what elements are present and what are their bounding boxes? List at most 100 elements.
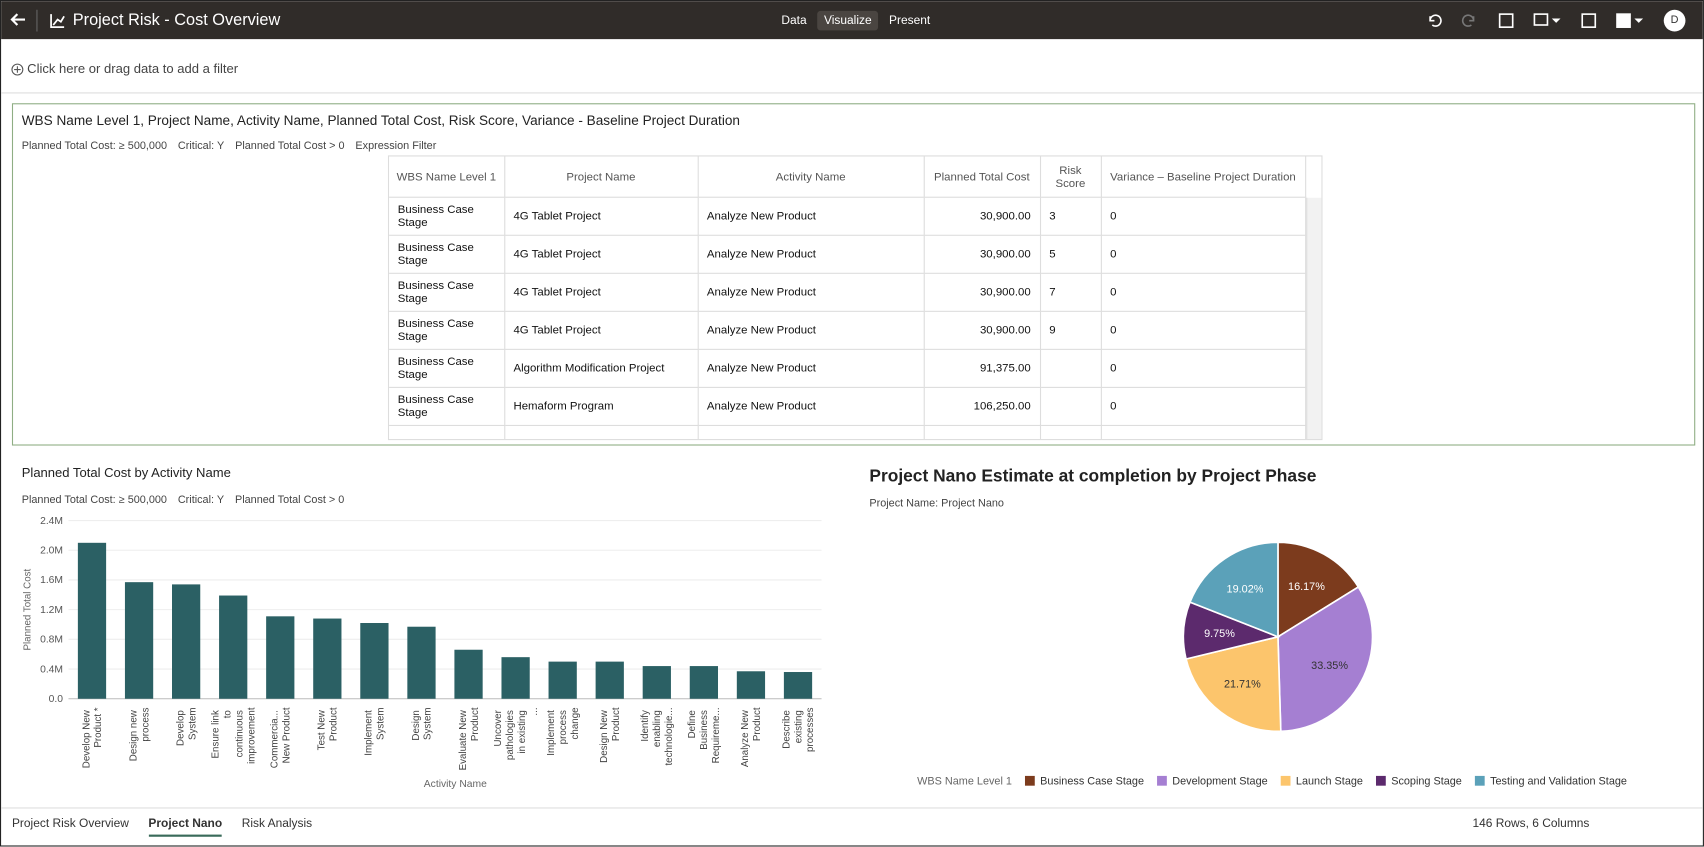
label-line: in existing [517, 707, 528, 753]
refresh[interactable] [1498, 13, 1514, 28]
legend-label: Launch Stage [1296, 776, 1363, 788]
table-row: Business Case Stage 4G Tablet Project Anal… [389, 197, 1306, 236]
x-tick-label: Ensure link to continuous improvement [211, 707, 258, 764]
canvas-tabs: Project Risk Overview Project Nano Risk An… [12, 817, 312, 837]
x-tick-label: Design new process [128, 707, 151, 761]
chart-title: Project Nano Estimate at completion by P… [869, 465, 1316, 485]
add-filter-icon[interactable] [10, 62, 25, 77]
label-line: New Product [282, 707, 293, 763]
table-cell: 7 [1039, 273, 1102, 312]
table-cell: Analyze New Product [697, 273, 925, 312]
y-axis-title: Planned Total Cost [22, 568, 33, 650]
column-header[interactable]: Planned Total Cost [923, 156, 1041, 198]
back-icon[interactable] [10, 13, 25, 26]
table-row: Business Case Stage Algorithm Modificatio… [389, 349, 1306, 388]
mode-tab[interactable]: Visualize [817, 10, 879, 31]
bar [689, 666, 719, 699]
filter-chip[interactable]: Critical: Y [177, 140, 225, 153]
x-tick-label: Develop New Product * [81, 707, 104, 768]
canvas-tab[interactable]: Risk Analysis [241, 817, 313, 831]
legend-label: Business Case Stage [1040, 776, 1144, 788]
mode-tab[interactable]: Data [781, 14, 807, 28]
bar [77, 542, 107, 699]
undo[interactable] [1429, 14, 1442, 27]
label-line: System [423, 707, 434, 740]
label-line: Product [611, 707, 622, 741]
toolbar-icons [1429, 13, 1644, 28]
table-cell: Business Case Stage [389, 235, 505, 274]
footer: Project Risk Overview Project Nano Risk An… [1, 807, 1703, 845]
status: 146 Rows, 6 Columns [1472, 817, 1590, 831]
table-cell: 106,250.00 [923, 387, 1041, 426]
pie-slice [1185, 635, 1282, 733]
bar [266, 616, 295, 699]
label-line: continuous [234, 707, 245, 757]
slice-label: 16.17% [1288, 581, 1325, 593]
column-header[interactable]: WBS Name Level 1 [389, 156, 505, 198]
column-header[interactable]: Risk Score [1039, 156, 1102, 198]
filter-bar[interactable]: Click here or drag data to add a filter [27, 60, 239, 77]
save[interactable] [1616, 13, 1631, 28]
table-filters: Planned Total Cost: ≥ 500,000 Critical: Y… [22, 140, 437, 152]
table-cell: Business Case Stage [389, 311, 505, 350]
table-cell: 9 [1039, 311, 1102, 350]
export[interactable] [1581, 13, 1597, 28]
label-line: Evaluate New [458, 707, 469, 770]
mode-tab[interactable]: Present [889, 14, 931, 28]
table-row: Business Case Stage 4G Tablet Project Anal… [389, 235, 1306, 274]
label-line: existing [793, 707, 804, 743]
y-tick-label: 0.4M [40, 664, 63, 675]
label-line: Product [752, 707, 763, 741]
x-tick-label: Evaluate New Product [458, 707, 481, 770]
comment[interactable] [1533, 13, 1549, 26]
charts: Planned Total Cost by Activity Name Plann… [22, 465, 1627, 790]
column-header[interactable]: Variance – Baseline Project Duration [1100, 156, 1306, 198]
label-line: Describe [781, 707, 792, 748]
canvas-tab[interactable]: Project Risk Overview [11, 817, 129, 831]
bar [124, 582, 154, 699]
label-line: processes [805, 707, 816, 752]
table-cell: Analyze New Product [697, 235, 925, 274]
x-tick-label: Commercia... New Product [270, 707, 293, 768]
table-cell: 0 [1100, 387, 1306, 426]
x-tick-label: Describe existing processes [781, 707, 816, 752]
filter-chip[interactable]: Expression Filter [355, 140, 437, 153]
label-line: process [558, 707, 569, 744]
x-tick-label: Implement process change [546, 707, 581, 755]
legend-label: Testing and Validation Stage [1490, 776, 1627, 788]
filter-chip[interactable]: Planned Total Cost > 0 [235, 140, 345, 153]
bar [501, 657, 530, 699]
bar [360, 623, 389, 699]
label-line: Ensure link [211, 707, 222, 758]
column-header[interactable]: Project Name [504, 156, 699, 198]
header-row: WBS Name Level 1 Project Name Activity Nam… [389, 156, 1306, 198]
y-tick-label: 1.6M [40, 575, 63, 586]
table-cell: Business Case Stage [389, 349, 505, 388]
label-line: Commercia... [270, 707, 281, 768]
table-cell: 0 [1100, 235, 1306, 274]
column-header[interactable]: Activity Name [697, 156, 925, 198]
chart-subtitle: Project Name: Project Nano [869, 497, 1004, 509]
legend-swatch [1375, 775, 1386, 786]
x-axis-title: Activity Name [424, 779, 487, 790]
canvas-tab[interactable]: Project Nano [148, 817, 223, 837]
label-line: Business [699, 707, 710, 749]
redo[interactable] [1461, 14, 1475, 27]
legend-title: WBS Name Level 1 [917, 776, 1012, 788]
table-cell: 30,900.00 [923, 311, 1041, 350]
x-tick-label: Identify enabling technologie... [640, 707, 675, 765]
table-cell: 30,900.00 [923, 197, 1041, 236]
label-line: enabling [652, 707, 663, 747]
table-cell: Algorithm Modification Project [504, 349, 699, 388]
table-cell [923, 425, 1041, 440]
mode-switch: Data Visualize Present [775, 10, 937, 31]
table-cell: 4G Tablet Project [504, 273, 699, 312]
label-line: ... [529, 707, 540, 715]
user-avatar[interactable]: D [1663, 9, 1686, 32]
filter-chip[interactable]: Planned Total Cost: ≥ 500,000 [21, 140, 168, 153]
bar [595, 661, 624, 699]
table-row: Business Case [389, 425, 1306, 440]
x-tick-label: Develop System [175, 707, 198, 746]
